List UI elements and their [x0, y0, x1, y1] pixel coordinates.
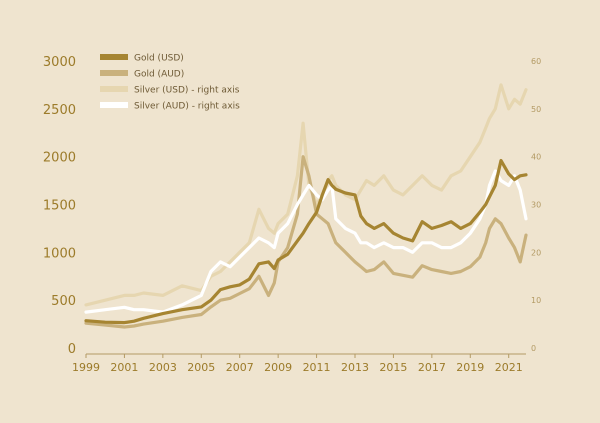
- series-line-gold-usd: [84, 158, 528, 325]
- series-line-silver-aud-right-axis: [84, 169, 528, 314]
- axes-layer: 1999 2001 2003 2005 2007 2009 2011 2013 2015 2017…: [43, 55, 541, 374]
- legend-swatch-silver-usd-right-axis: [100, 86, 128, 92]
- y-left-tick-label: 1000: [43, 246, 76, 261]
- legend-label-gold-aud: Gold (AUD): [134, 70, 184, 80]
- legend-label-gold-usd: Gold (USD): [134, 54, 184, 64]
- series-line-silver-usd-right-axis: [84, 83, 528, 307]
- x-tick-label: 2013: [341, 361, 369, 374]
- legend-swatch-gold-usd: [100, 54, 128, 60]
- x-tick-label: 2017: [418, 361, 446, 374]
- y-right-tick-label: 30: [531, 201, 541, 210]
- x-tick-label: 2003: [149, 361, 177, 374]
- y-left-tick-label: 500: [51, 294, 76, 309]
- legend: Gold (USD) Gold (AUD) Silver (USD) - right…: [100, 54, 240, 112]
- series-layer: [84, 83, 528, 329]
- legend-label-silver-aud-right-axis: Silver (AUD) - right axis: [134, 102, 240, 112]
- x-tick-label: 2007: [226, 361, 254, 374]
- x-tick-label: 2021: [495, 361, 523, 374]
- x-tick-label: 2011: [303, 361, 331, 374]
- y-left-tick-label: 3000: [43, 55, 76, 70]
- y-right-tick-label: 20: [531, 248, 541, 257]
- y-right-tick-label: 40: [531, 153, 541, 162]
- y-right-tick-label: 0: [531, 344, 536, 353]
- y-right-tick-label: 50: [531, 105, 541, 114]
- series-line-gold-aud: [84, 155, 528, 329]
- x-tick-label: 2005: [187, 361, 215, 374]
- x-tick-label: 2001: [110, 361, 138, 374]
- legend-swatch-gold-aud: [100, 70, 128, 76]
- y-left-tick-label: 1500: [43, 199, 76, 214]
- legend-label-silver-usd-right-axis: Silver (USD) - right axis: [134, 86, 240, 96]
- y-left-tick-label: 2000: [43, 151, 76, 166]
- x-tick-label: 2009: [264, 361, 292, 374]
- y-right-tick-label: 60: [531, 57, 541, 66]
- x-tick-label: 1999: [72, 361, 100, 374]
- y-left-tick-label: 2500: [43, 103, 76, 118]
- x-tick-label: 2015: [379, 361, 407, 374]
- y-left-tick-label: 0: [68, 342, 76, 357]
- y-right-tick-label: 10: [531, 296, 541, 305]
- x-tick-label: 2019: [456, 361, 484, 374]
- legend-swatch-silver-aud-right-axis: [100, 102, 128, 108]
